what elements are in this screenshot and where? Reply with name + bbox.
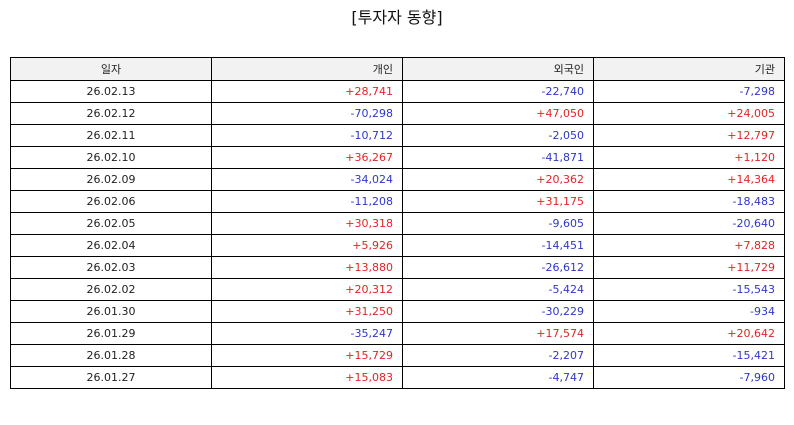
- cell-foreign: -2,050: [402, 124, 594, 147]
- cell-institution: +24,005: [593, 102, 785, 125]
- cell-institution: +20,642: [593, 322, 785, 345]
- cell-individual: -11,208: [211, 190, 403, 213]
- table-row: 26.02.13 +28,741 -22,740 -7,298: [10, 80, 785, 103]
- cell-individual: +15,729: [211, 344, 403, 367]
- cell-individual: +30,318: [211, 212, 403, 235]
- cell-foreign: -9,605: [402, 212, 594, 235]
- cell-institution: +11,729: [593, 256, 785, 279]
- cell-date: 26.01.28: [10, 344, 212, 367]
- cell-institution: -15,543: [593, 278, 785, 301]
- cell-institution: -15,421: [593, 344, 785, 367]
- cell-institution: -20,640: [593, 212, 785, 235]
- header-row: 일자 개인 외국인 기관: [10, 57, 785, 81]
- cell-date: 26.02.11: [10, 124, 212, 147]
- table-row: 26.02.03 +13,880 -26,612 +11,729: [10, 256, 785, 279]
- cell-foreign: -26,612: [402, 256, 594, 279]
- column-header-date: 일자: [10, 57, 212, 81]
- cell-date: 26.02.10: [10, 146, 212, 169]
- cell-foreign: -5,424: [402, 278, 594, 301]
- cell-institution: -7,298: [593, 80, 785, 103]
- cell-foreign: -14,451: [402, 234, 594, 257]
- table-row: 26.02.10 +36,267 -41,871 +1,120: [10, 146, 785, 169]
- cell-date: 26.02.02: [10, 278, 212, 301]
- table-row: 26.01.28 +15,729 -2,207 -15,421: [10, 344, 785, 367]
- table-body: 26.02.13 +28,741 -22,740 -7,298 26.02.12 -70,…: [10, 80, 785, 389]
- cell-individual: +28,741: [211, 80, 403, 103]
- cell-individual: +31,250: [211, 300, 403, 323]
- table-row: 26.01.29 -35,247 +17,574 +20,642: [10, 322, 785, 345]
- cell-date: 26.02.06: [10, 190, 212, 213]
- cell-foreign: -4,747: [402, 366, 594, 389]
- column-header-foreign: 외국인: [402, 57, 594, 81]
- table-row: 26.02.02 +20,312 -5,424 -15,543: [10, 278, 785, 301]
- table-row: 26.02.06 -11,208 +31,175 -18,483: [10, 190, 785, 213]
- cell-foreign: -2,207: [402, 344, 594, 367]
- table-row: 26.02.05 +30,318 -9,605 -20,640: [10, 212, 785, 235]
- table-title: [투자자 동향]: [351, 8, 443, 27]
- table-row: 26.02.09 -34,024 +20,362 +14,364: [10, 168, 785, 191]
- table-row: 26.02.04 +5,926 -14,451 +7,828: [10, 234, 785, 257]
- cell-foreign: +31,175: [402, 190, 594, 213]
- table-row: 26.02.11 -10,712 -2,050 +12,797: [10, 124, 785, 147]
- cell-institution: +1,120: [593, 146, 785, 169]
- cell-foreign: -41,871: [402, 146, 594, 169]
- cell-individual: -35,247: [211, 322, 403, 345]
- cell-individual: +15,083: [211, 366, 403, 389]
- cell-date: 26.02.12: [10, 102, 212, 125]
- cell-date: 26.02.03: [10, 256, 212, 279]
- column-header-institution: 기관: [593, 57, 785, 81]
- cell-date: 26.01.30: [10, 300, 212, 323]
- cell-individual: -70,298: [211, 102, 403, 125]
- cell-date: 26.01.27: [10, 366, 212, 389]
- cell-institution: -934: [593, 300, 785, 323]
- cell-institution: +12,797: [593, 124, 785, 147]
- cell-individual: +20,312: [211, 278, 403, 301]
- table-row: 26.02.12 -70,298 +47,050 +24,005: [10, 102, 785, 125]
- cell-date: 26.01.29: [10, 322, 212, 345]
- cell-foreign: +17,574: [402, 322, 594, 345]
- cell-individual: -34,024: [211, 168, 403, 191]
- cell-institution: -7,960: [593, 366, 785, 389]
- cell-foreign: -22,740: [402, 80, 594, 103]
- cell-date: 26.02.09: [10, 168, 212, 191]
- cell-institution: +14,364: [593, 168, 785, 191]
- table-row: 26.01.30 +31,250 -30,229 -934: [10, 300, 785, 323]
- investor-trend-table: 일자 개인 외국인 기관 26.02.13 +28,741 -22,740 -7,29…: [10, 57, 785, 389]
- cell-institution: -18,483: [593, 190, 785, 213]
- cell-individual: +13,880: [211, 256, 403, 279]
- cell-date: 26.02.13: [10, 80, 212, 103]
- cell-foreign: +47,050: [402, 102, 594, 125]
- cell-institution: +7,828: [593, 234, 785, 257]
- cell-individual: +5,926: [211, 234, 403, 257]
- table-row: 26.01.27 +15,083 -4,747 -7,960: [10, 366, 785, 389]
- cell-date: 26.02.05: [10, 212, 212, 235]
- cell-individual: -10,712: [211, 124, 403, 147]
- cell-date: 26.02.04: [10, 234, 212, 257]
- cell-foreign: -30,229: [402, 300, 594, 323]
- cell-foreign: +20,362: [402, 168, 594, 191]
- column-header-individual: 개인: [211, 57, 403, 81]
- cell-individual: +36,267: [211, 146, 403, 169]
